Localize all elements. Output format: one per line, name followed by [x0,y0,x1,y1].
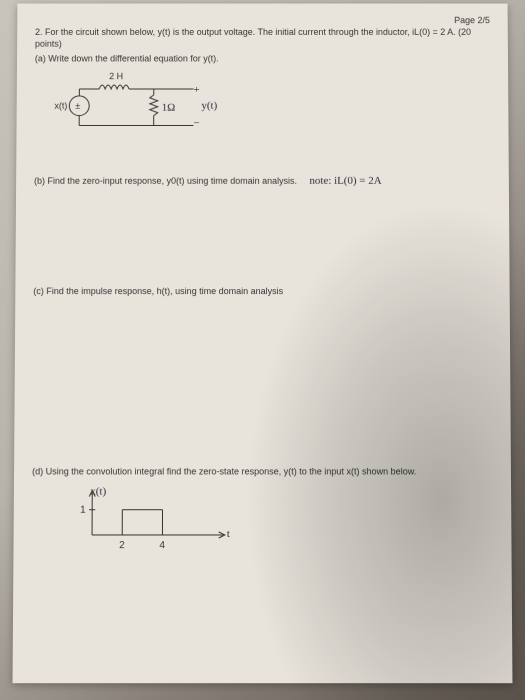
question-header: 2. For the circuit shown below, y(t) is … [35,27,490,50]
output-minus: − [193,118,199,130]
graph-x-tick-2: 2 [119,540,125,551]
inductor-label: 2 H [109,72,123,82]
part-c-section: (c) Find the impulse response, h(t), usi… [33,286,491,296]
circuit-svg: 2 H ± x(t) 1Ω + y(t) − [54,72,253,141]
output-plus: + [193,84,199,96]
question-text: For the circuit shown below, y(t) is the… [35,27,471,48]
part-b-section: (b) Find the zero-input response, y0(t) … [34,175,491,187]
output-label: y(t) [201,100,217,112]
part-d-section: (d) Using the convolution integral find … [32,467,494,558]
graph-svg: x(t) 1 t 2 4 [62,485,243,556]
paper-sheet: Page 2/5 2. For the circuit shown below,… [13,4,513,684]
graph-x-tick-4: 4 [159,540,165,551]
part-c-text: (c) Find the impulse response, h(t), usi… [33,286,283,296]
page-number: Page 2/5 [35,15,490,25]
part-a-text: (a) Write down the differential equation… [35,54,490,64]
circuit-diagram: 2 H ± x(t) 1Ω + y(t) − [54,72,491,146]
part-b-note: note: iL(0) = 2A [309,175,381,187]
resistor-label: 1Ω [162,102,176,114]
part-d-text: (d) Using the convolution integral find … [32,467,416,477]
graph-y-tick: 1 [80,505,86,516]
part-b-text: (b) Find the zero-input response, y0(t) … [34,176,297,186]
source-label: x(t) [54,101,67,111]
graph-x-label: t [227,528,230,540]
source-sign: ± [75,101,80,111]
question-number: 2. [35,27,43,37]
input-graph: x(t) 1 t 2 4 [62,485,494,558]
